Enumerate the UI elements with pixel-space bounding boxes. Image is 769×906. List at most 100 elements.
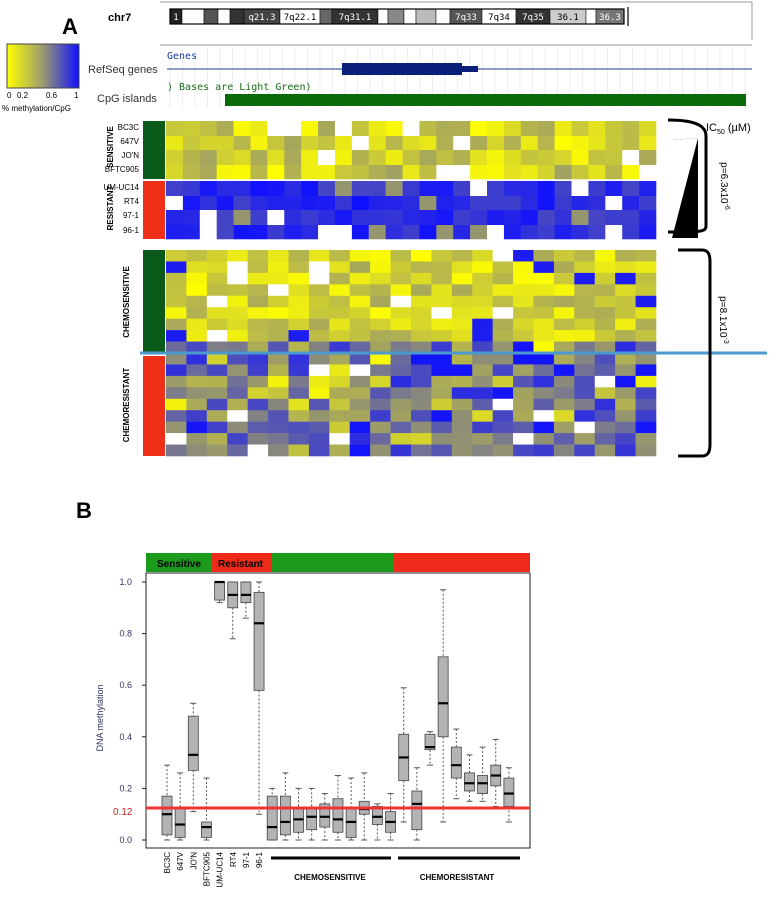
heatmap-cell — [635, 398, 657, 411]
heatmap-cell — [329, 318, 351, 331]
heatmap-cell — [166, 261, 187, 274]
heatmap-cell — [250, 121, 268, 137]
heatmap-cell — [451, 433, 473, 445]
heatmap-cell — [166, 196, 184, 211]
heatmap-cell — [368, 181, 386, 197]
heatmap-cell — [594, 398, 616, 411]
heatmap-cell — [390, 444, 412, 457]
heatmap-cell — [329, 330, 351, 342]
heatmap-cell — [520, 150, 539, 166]
heatmap-cell — [453, 121, 471, 137]
heatmap-cell — [470, 136, 488, 151]
heatmap-cell — [537, 136, 555, 151]
heatmap-cell — [513, 433, 534, 445]
heatmap-cell — [267, 121, 285, 137]
heatmap-cell — [635, 284, 657, 297]
heatmap-cell — [513, 444, 534, 457]
heatmap-cell — [186, 433, 208, 445]
heatmap-cell — [166, 353, 187, 365]
heatmap-cell — [267, 150, 285, 166]
heatmap-cell — [472, 250, 493, 262]
heatmap-cell — [334, 181, 353, 197]
heatmap-cell — [639, 165, 657, 180]
heatmap-cell — [431, 375, 453, 388]
heatmap-top — [166, 121, 657, 240]
heatmap-cell — [431, 410, 453, 422]
heatmap-cell — [411, 341, 432, 354]
heatmap-cell — [390, 272, 412, 285]
heatmap-cell — [329, 341, 351, 354]
heatmap-cell — [411, 421, 432, 434]
heatmap-cell — [216, 121, 234, 137]
heatmap-cell — [520, 121, 539, 137]
heatmap-cell — [199, 165, 217, 180]
heatmap-cell — [351, 196, 370, 211]
heatmap-cell — [513, 261, 534, 274]
heatmap-cell — [553, 387, 575, 400]
heatmap-cell — [186, 318, 208, 331]
colorbar-ticks: 0 0.2 0.6 1 — [7, 91, 79, 100]
heatmap-cell — [186, 330, 208, 342]
heatmap-cell — [247, 387, 269, 400]
heatmap-cell — [186, 250, 208, 262]
heatmap-cell — [166, 165, 184, 180]
heatmap-cell — [503, 181, 522, 197]
chrom-band-label: 7q31.1 — [339, 13, 372, 23]
heatmap-cell — [288, 444, 310, 457]
heatmap-cell — [216, 210, 234, 226]
heatmap-cell — [186, 410, 208, 422]
heatmap-cell — [166, 330, 187, 342]
heatmap-cell — [334, 121, 353, 137]
heatmap-cell — [639, 121, 657, 137]
x-tick-label: BFTC905 — [202, 851, 211, 886]
heatmap-cell — [431, 250, 453, 262]
heatmap-cell — [329, 295, 351, 308]
heatmap-cell — [390, 421, 412, 434]
boxplot-box — [450, 728, 462, 800]
heatmap-cell — [571, 181, 589, 197]
heatmap-cell — [329, 398, 351, 411]
heatmap-cell — [186, 444, 208, 457]
heatmap-cell — [268, 364, 289, 377]
box-iqr — [293, 808, 304, 833]
heatmap-cell — [487, 181, 505, 197]
heatmap-cell — [492, 295, 514, 308]
cell-line-label: 97-1 — [123, 211, 140, 220]
x-tick-label: UM-UC14 — [216, 851, 225, 887]
heatmap-cell — [453, 181, 471, 197]
heatmap-cell — [206, 272, 228, 285]
heatmap-cell — [594, 410, 616, 422]
boxplot-box — [503, 767, 515, 823]
heatmap-cell — [227, 307, 248, 319]
heatmap-cell — [349, 410, 371, 422]
heatmap-cell — [594, 444, 616, 457]
heatmap-cell — [368, 225, 386, 240]
heatmap-cell — [182, 181, 201, 197]
heatmap-cell — [574, 353, 596, 365]
heatmap-cell — [594, 318, 616, 331]
heatmap-cell — [513, 353, 534, 365]
heatmap-cell — [470, 181, 488, 197]
heatmap-cell — [268, 272, 289, 285]
heatmap-cell — [594, 387, 616, 400]
heatmap-cell — [574, 364, 596, 377]
box-iqr — [437, 656, 449, 738]
heatmap-cell — [487, 165, 505, 180]
heatmap-cell — [206, 387, 228, 400]
heatmap-cell — [513, 250, 534, 262]
heatmap-cell — [411, 261, 432, 274]
chrom-band-label: 7q35 — [522, 13, 544, 23]
heatmap-cell — [431, 261, 453, 274]
heatmap-cell — [267, 225, 285, 240]
heatmap-cell — [594, 341, 616, 354]
heatmap-cell — [472, 444, 493, 457]
heatmap-cell — [247, 307, 269, 319]
heatmap-cell — [318, 181, 336, 197]
heatmap-cell — [635, 318, 657, 331]
heatmap-cell — [615, 398, 636, 411]
chrom-band-label: q21.3 — [248, 13, 275, 23]
heatmap-cell — [635, 250, 657, 262]
heatmap-cell — [472, 341, 493, 354]
heatmap-cell — [537, 196, 555, 211]
heatmap-cell — [487, 150, 505, 166]
